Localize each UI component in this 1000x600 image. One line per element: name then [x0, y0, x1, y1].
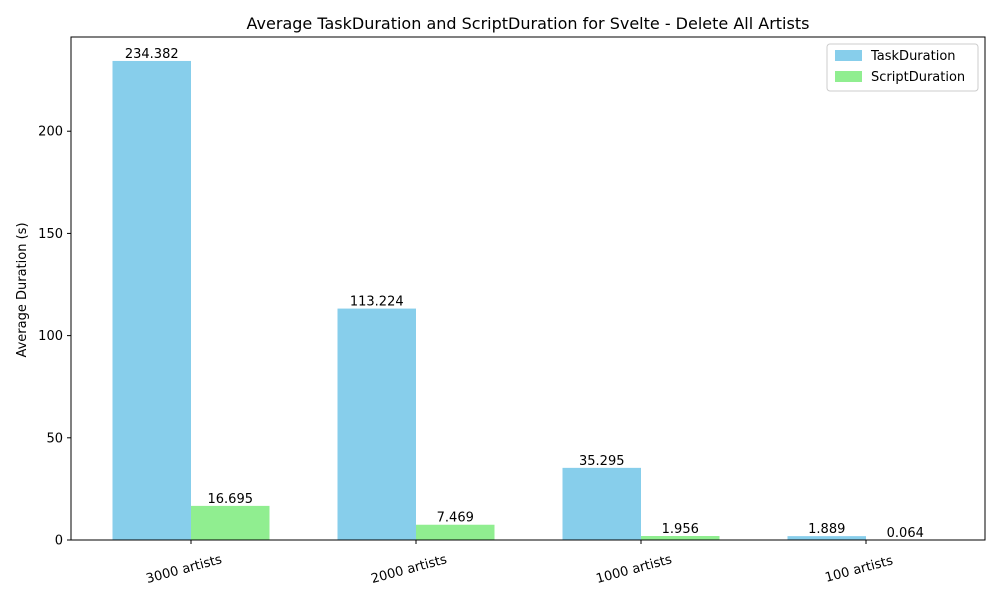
y-axis-ticks: 0 50 100 150 200 [38, 125, 71, 549]
x-tick-label: 2000 artists [370, 552, 449, 587]
legend-swatch-script-duration [835, 71, 862, 82]
legend-swatch-task-duration [835, 50, 862, 61]
y-tick-label: 0 [55, 534, 63, 549]
x-tick-label: 100 artists [824, 553, 895, 586]
legend: TaskDuration ScriptDuration [826, 43, 979, 92]
y-tick-label: 200 [38, 125, 63, 140]
data-label-scriptduration-100-artists: 0.064 [887, 526, 924, 541]
legend-label-script-duration: ScriptDuration [871, 70, 965, 85]
data-label-taskduration-1000-artists: 35.295 [579, 454, 625, 469]
data-label-scriptduration-2000-artists: 7.469 [437, 511, 474, 526]
data-labels-group: 234.382 16.695 113.224 7.469 35.295 1.956 1.88… [125, 47, 924, 541]
x-tick-label: 3000 artists [145, 552, 224, 587]
bar-taskduration-2000-artists [337, 308, 416, 540]
y-tick-label: 50 [46, 431, 63, 446]
y-tick-label: 150 [38, 227, 63, 242]
bars-group [112, 60, 945, 540]
data-label-taskduration-3000-artists: 234.382 [125, 47, 179, 62]
bar-taskduration-100-artists [787, 536, 866, 540]
x-tick-label: 1000 artists [595, 552, 674, 587]
data-label-taskduration-2000-artists: 113.224 [350, 295, 404, 310]
plot-frame [70, 36, 986, 541]
chart-title: Average TaskDuration and ScriptDuration … [247, 14, 810, 33]
data-label-scriptduration-1000-artists: 1.956 [662, 522, 699, 537]
bar-scriptduration-2000-artists [416, 524, 495, 540]
x-axis-ticks: 3000 artists 2000 artists 1000 artists 100 … [145, 540, 895, 587]
y-axis-label: Average Duration (s) [15, 222, 30, 357]
data-label-taskduration-100-artists: 1.889 [808, 522, 845, 537]
bar-scriptduration-3000-artists [191, 505, 270, 540]
y-tick-label: 100 [38, 329, 63, 344]
bar-taskduration-3000-artists [112, 60, 191, 540]
bar-scriptduration-1000-artists [641, 536, 720, 540]
bar-taskduration-1000-artists [562, 467, 641, 540]
legend-box [826, 43, 979, 92]
data-label-scriptduration-3000-artists: 16.695 [208, 492, 254, 507]
legend-label-task-duration: TaskDuration [870, 49, 956, 64]
